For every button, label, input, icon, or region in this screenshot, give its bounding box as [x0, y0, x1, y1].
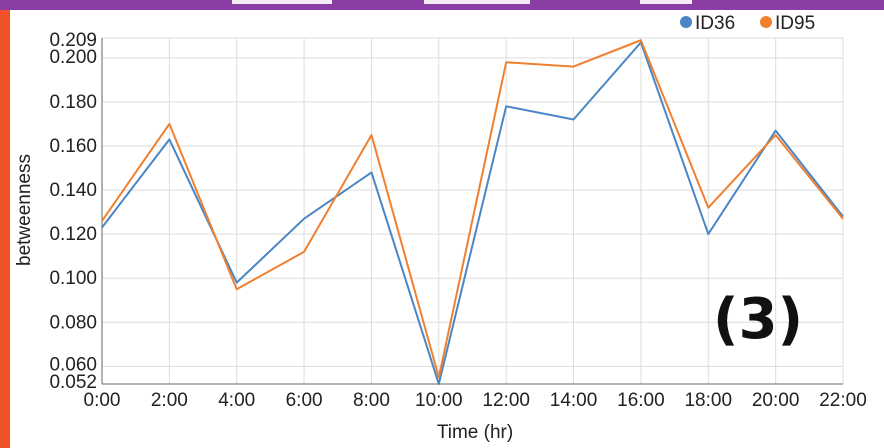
axes [101, 38, 843, 385]
x-axis-title: Time (hr) [437, 422, 513, 443]
series-lines [101, 39, 844, 385]
y-tick-label: 0.180 [49, 92, 97, 113]
y-tick-label: 0.100 [49, 268, 97, 289]
y-tick-label: 0.140 [49, 180, 97, 201]
top-accent-bar [0, 0, 884, 10]
series-line-id95 [101, 39, 844, 379]
y-tick-label: 0.209 [49, 30, 97, 51]
y-tick-label: 0.060 [49, 354, 97, 375]
y-tick-label: 0.120 [49, 224, 97, 245]
x-tick-labels: 0:00 2:00 4:00 6:00 8:00 10:00 12:00 14:00 16:00… [84, 390, 867, 411]
y-axis-title: betweenness [14, 154, 35, 266]
x-tick-label: 20:00 [752, 390, 800, 411]
y-tick-label: 0.160 [49, 136, 97, 157]
x-tick-label: 22:00 [819, 390, 867, 411]
legend-swatch-id95 [760, 16, 772, 28]
x-tick-label: 2:00 [151, 390, 188, 411]
top-bar-segment [424, 0, 530, 4]
x-tick-label: 8:00 [353, 390, 390, 411]
y-tick-label: 0.052 [49, 372, 97, 393]
x-tick-label: 14:00 [550, 390, 598, 411]
x-tick-label: 0:00 [84, 390, 121, 411]
y-tick-label: 0.200 [49, 47, 97, 68]
legend-label-id36: ID36 [695, 13, 735, 34]
legend-label-id95: ID95 [775, 13, 815, 34]
series-line-id36 [101, 41, 844, 385]
legend: ID36 ID95 [680, 13, 815, 34]
y-tick-label: 0.080 [49, 312, 97, 333]
left-accent-bar [0, 10, 10, 448]
x-tick-label: 16:00 [617, 390, 665, 411]
panel-label: (3) [713, 287, 803, 352]
x-tick-label: 10:00 [415, 390, 463, 411]
top-bar-segment [640, 0, 692, 4]
x-tick-label: 4:00 [218, 390, 255, 411]
x-tick-label: 18:00 [684, 390, 732, 411]
x-tick-label: 6:00 [286, 390, 323, 411]
x-tick-label: 12:00 [482, 390, 530, 411]
legend-swatch-id36 [680, 16, 692, 28]
top-bar-segment [232, 0, 332, 4]
